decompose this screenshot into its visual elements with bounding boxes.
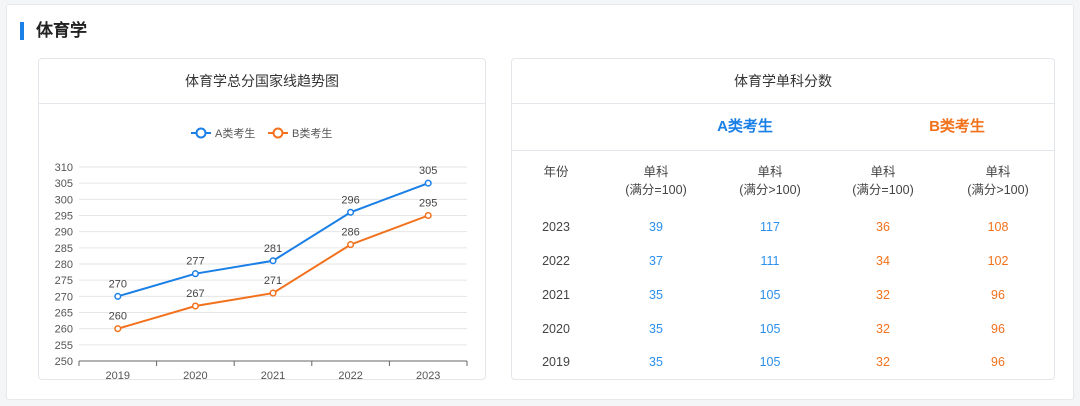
- row-b-single-gt100: 96: [991, 355, 1005, 369]
- group-a-label: A类考生: [717, 118, 773, 135]
- row-a-single-gt100: 117: [760, 220, 780, 234]
- x-tick-label: 2020: [183, 370, 207, 380]
- data-label: 270: [109, 278, 127, 290]
- row-a-single100: 39: [649, 220, 663, 234]
- row-a-single-gt100: 105: [759, 322, 781, 336]
- data-label: 271: [264, 275, 282, 287]
- x-tick-label: 2023: [416, 370, 440, 380]
- header-a-single100-line: 单科: [643, 165, 669, 179]
- data-point: [269, 289, 277, 297]
- legend-label: A类考生: [215, 126, 255, 140]
- row-b-single100: 32: [876, 288, 890, 302]
- data-point: [114, 292, 122, 300]
- row-a-single100: 35: [649, 288, 663, 302]
- table-card-title: 体育学单科分数: [512, 59, 1054, 104]
- chart-card: 体育学总分国家线趋势图 A类考生 B类考生 250 255 260 265 270 275 28…: [38, 58, 486, 380]
- x-tick-label: 2022: [338, 370, 362, 380]
- y-tick-label: 270: [55, 291, 73, 303]
- data-point: [191, 302, 199, 310]
- header-b-single100-line: 单科: [870, 165, 896, 179]
- data-point: [347, 241, 355, 249]
- row-a-single-gt100: 105: [759, 288, 781, 302]
- x-tick-label: 2019: [106, 370, 130, 380]
- row-year: 2022: [542, 254, 570, 268]
- row-a-single100: 37: [649, 254, 663, 268]
- y-tick-label: 255: [55, 340, 73, 352]
- y-tick-label: 305: [55, 178, 73, 190]
- y-tick-label: 300: [55, 194, 73, 206]
- score-table-card: 体育学单科分数 A类考生 B类考生 年份 单科 (满分=100) 单科 (满分>100)…: [511, 58, 1055, 380]
- series-line: [117, 214, 429, 330]
- row-b-single-gt100: 108: [987, 220, 1009, 234]
- legend-marker: [272, 127, 284, 139]
- data-point: [424, 179, 432, 187]
- header-a-single100-line: (满分=100): [625, 183, 687, 197]
- y-tick-label: 275: [55, 275, 73, 287]
- y-tick-label: 285: [55, 243, 73, 255]
- legend-label: B类考生: [292, 126, 332, 140]
- section-title: 体育学: [36, 21, 87, 40]
- section-accent-bar: [20, 22, 24, 40]
- data-label: 281: [264, 243, 282, 255]
- data-point: [114, 325, 122, 333]
- data-point: [269, 257, 277, 265]
- y-tick-label: 295: [55, 211, 73, 223]
- header-year: 年份: [543, 165, 569, 179]
- x-tick-label: 2021: [261, 370, 285, 380]
- chart-card-title: 体育学总分国家线趋势图: [39, 59, 485, 104]
- y-tick-label: 290: [55, 227, 73, 239]
- row-a-single-gt100: 105: [759, 355, 781, 369]
- header-b-single-gt100: 单科 (满分>100): [953, 163, 1043, 199]
- row-b-single100: 36: [876, 220, 890, 234]
- row-year: 2019: [542, 355, 570, 369]
- header-a-single-gt100-line: 单科: [757, 165, 783, 179]
- row-a-single100: 35: [649, 322, 663, 336]
- data-label: 286: [341, 227, 359, 239]
- data-label: 267: [186, 288, 204, 300]
- row-b-single-gt100: 102: [987, 254, 1009, 268]
- data-label: 260: [109, 311, 127, 323]
- data-label: 277: [186, 256, 204, 268]
- y-tick-label: 280: [55, 259, 73, 271]
- header-b-single100: 单科 (满分=100): [838, 163, 928, 199]
- y-tick-label: 260: [55, 324, 73, 336]
- group-b-label: B类考生: [929, 118, 985, 135]
- header-a-single-gt100-line: (满分>100): [739, 183, 801, 197]
- trend-line-chart: A类考生 B类考生 250 255 260 265 270 275 280 285 290 295 30…: [55, 126, 468, 380]
- row-b-single100: 32: [876, 355, 890, 369]
- header-b-single-gt100-line: 单科: [985, 165, 1011, 179]
- row-a-single-gt100: 111: [760, 254, 780, 268]
- data-label: 295: [419, 198, 437, 210]
- data-point: [347, 208, 355, 216]
- row-year: 2021: [542, 288, 570, 302]
- header-a-single-gt100: 单科 (满分>100): [725, 163, 815, 199]
- data-point: [191, 270, 199, 278]
- group-header-row: A类考生 B类考生: [512, 104, 1054, 151]
- row-year: 2020: [542, 322, 570, 336]
- row-year: 2023: [542, 220, 570, 234]
- row-a-single100: 35: [649, 355, 663, 369]
- data-point: [424, 211, 432, 220]
- header-b-single-gt100-line: (满分>100): [967, 183, 1029, 197]
- row-b-single-gt100: 96: [991, 288, 1005, 302]
- data-label: 305: [419, 165, 437, 177]
- row-b-single-gt100: 96: [991, 322, 1005, 336]
- y-tick-label: 310: [55, 162, 73, 174]
- row-b-single100: 32: [876, 322, 890, 336]
- header-a-single100: 单科 (满分=100): [611, 163, 701, 199]
- data-label: 296: [341, 194, 359, 206]
- row-b-single100: 34: [876, 254, 890, 268]
- y-tick-label: 265: [55, 308, 73, 320]
- header-b-single100-line: (满分=100): [852, 183, 914, 197]
- y-tick-label: 250: [55, 356, 73, 368]
- legend-marker: [195, 127, 207, 139]
